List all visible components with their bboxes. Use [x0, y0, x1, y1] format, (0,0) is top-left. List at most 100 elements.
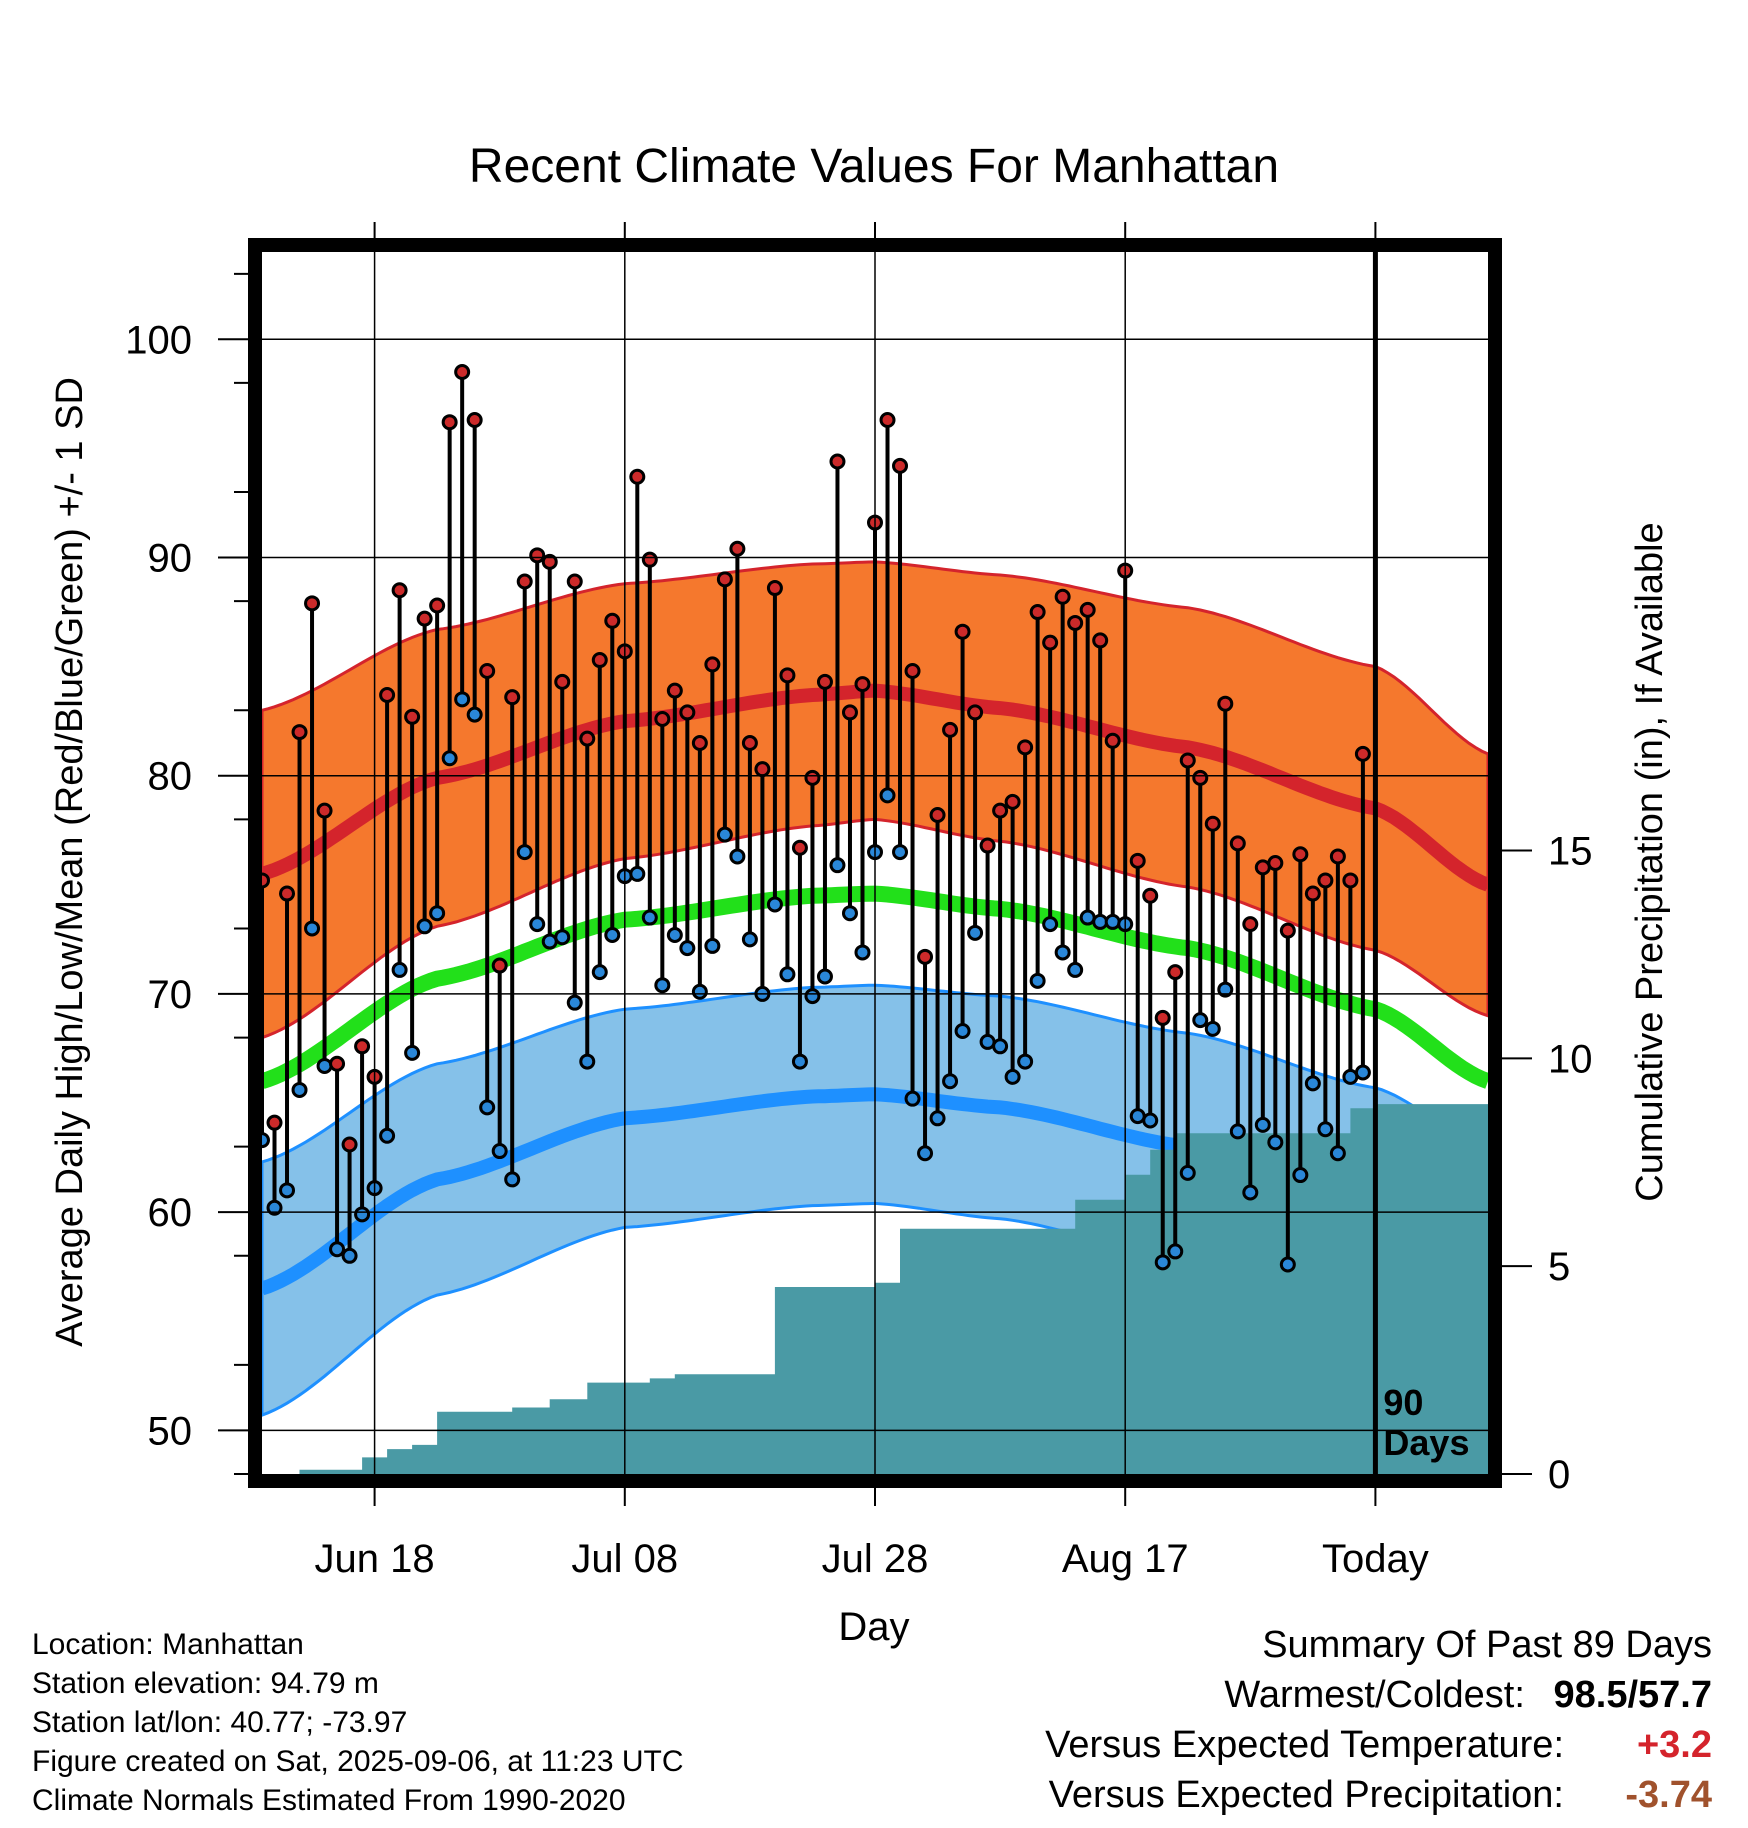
daily-high-point [929, 806, 946, 823]
daily-high-point [741, 734, 758, 751]
y2-tick-label: 10 [1548, 1037, 1593, 1081]
plot-frame [248, 238, 1502, 1488]
daily-high-point [491, 957, 508, 974]
daily-low-point [1054, 944, 1071, 961]
daily-high-point [641, 551, 658, 568]
daily-high-point [1079, 601, 1096, 618]
daily-low-point [554, 929, 571, 946]
daily-high-point [841, 704, 858, 721]
daily-high-point [766, 580, 783, 597]
daily-high-point [541, 553, 558, 570]
daily-low-point [1242, 1184, 1259, 1201]
daily-low-point [917, 1145, 934, 1162]
x-tick-label: Today [1322, 1537, 1429, 1581]
x-axis-label: Day [838, 1605, 909, 1649]
daily-high-point [892, 457, 909, 474]
daily-high-point [454, 364, 471, 381]
daily-low-point [1167, 1243, 1184, 1260]
daily-low-point [741, 931, 758, 948]
daily-low-point [1254, 1116, 1271, 1133]
daily-low-point [429, 905, 446, 922]
daily-low-point [262, 1132, 270, 1149]
daily-low-point [967, 924, 984, 941]
daily-high-point [992, 802, 1009, 819]
daily-high-point [1267, 855, 1284, 871]
daily-low-point [1179, 1164, 1196, 1181]
daily-low-point [304, 920, 321, 937]
daily-low-point [716, 826, 733, 843]
daily-high-point [1329, 848, 1346, 865]
summary-heading: Summary Of Past 89 Days [1262, 1624, 1712, 1666]
daily-low-point [441, 750, 458, 767]
daily-high-point [1342, 872, 1359, 889]
info-normals: Climate Normals Estimated From 1990-2020 [32, 1784, 626, 1817]
y-tick-label: 50 [148, 1409, 193, 1453]
daily-low-point [479, 1099, 496, 1116]
daily-low-point [579, 1053, 596, 1070]
daily-high-point [629, 468, 646, 485]
daily-low-point [1067, 961, 1084, 978]
x-tick-label: Jul 08 [571, 1537, 678, 1581]
daily-low-point [1017, 1053, 1034, 1070]
daily-low-point [1267, 1134, 1284, 1151]
daily-low-point [529, 916, 546, 933]
daily-low-point [416, 918, 433, 935]
daily-low-point [391, 961, 408, 978]
daily-low-point [379, 1127, 396, 1144]
daily-low-point [704, 937, 721, 954]
daily-low-point [804, 988, 821, 1005]
daily-high-point [716, 571, 733, 588]
daily-high-point [1304, 885, 1321, 902]
daily-high-point [479, 662, 496, 679]
daily-high-point [729, 540, 746, 557]
y2-tick-label: 0 [1548, 1453, 1570, 1497]
precip-label: Versus Expected Precipitation: [1048, 1774, 1564, 1816]
daily-low-point [591, 964, 608, 981]
summary-temp: Versus Expected Temperature: +3.2 [1045, 1720, 1712, 1770]
y-axis-label: Average Daily High/Low/Mean (Red/Blue/Gr… [49, 377, 91, 1347]
info-elevation: Station elevation: 94.79 m [32, 1667, 379, 1700]
chart-title: Recent Climate Values For Manhattan [469, 140, 1279, 193]
daily-high-point [1167, 964, 1184, 981]
daily-high-point [604, 612, 621, 629]
daily-high-point [704, 656, 721, 673]
daily-high-point [1017, 739, 1034, 756]
daily-low-point [404, 1044, 421, 1061]
daily-low-point [1204, 1020, 1221, 1037]
daily-low-point [904, 1090, 921, 1107]
daily-low-point [1104, 913, 1121, 930]
daily-high-point [654, 710, 671, 727]
daily-low-point [791, 1053, 808, 1070]
daily-high-point [429, 597, 446, 614]
summary-panel: Summary Of Past 89 Days Warmest/Coldest:… [1045, 1620, 1712, 1820]
daily-low-point [1229, 1123, 1246, 1140]
daily-high-point [1004, 793, 1021, 810]
daily-high-point [1242, 916, 1259, 933]
daily-high-point [666, 682, 683, 699]
temp-value: +3.2 [1636, 1724, 1712, 1766]
daily-high-point [341, 1136, 358, 1153]
daily-high-point [1042, 634, 1059, 651]
y-tick-label: 100 [125, 318, 192, 362]
today-marker-line-text: 90 [1383, 1382, 1423, 1423]
daily-low-point [454, 691, 471, 708]
daily-high-point [591, 652, 608, 669]
daily-high-point [967, 704, 984, 721]
daily-low-point [841, 905, 858, 922]
daily-low-point [1329, 1145, 1346, 1162]
daily-high-point [754, 761, 771, 778]
daily-high-point [316, 802, 333, 819]
daily-low-point [1192, 1012, 1209, 1029]
daily-low-point [329, 1241, 346, 1258]
daily-low-point [604, 927, 621, 944]
daily-low-point [566, 994, 583, 1011]
x-tick-label: Jul 28 [822, 1537, 929, 1581]
station-info: Location: Manhattan Station elevation: 9… [32, 1625, 684, 1820]
daily-low-point [466, 706, 483, 723]
daily-low-point [654, 977, 671, 994]
daily-low-point [1354, 1064, 1371, 1081]
daily-high-point [504, 689, 521, 706]
precip-value: -3.74 [1625, 1774, 1712, 1816]
daily-low-point [291, 1081, 308, 1098]
info-latlon: Station lat/lon: 40.77; -73.97 [32, 1706, 408, 1739]
